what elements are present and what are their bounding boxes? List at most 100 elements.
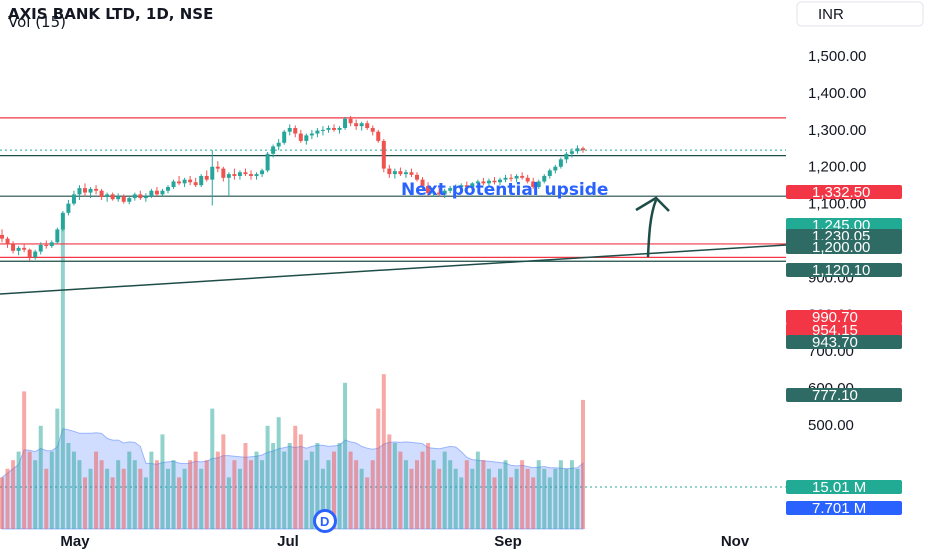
- candle-body: [448, 188, 453, 191]
- candle-body: [332, 128, 336, 130]
- candle-body: [88, 188, 93, 193]
- price-tag-bg: [786, 229, 902, 243]
- candle-body: [237, 172, 242, 176]
- candle-body: [326, 128, 331, 130]
- volume-bar: [171, 460, 176, 529]
- candle-body: [431, 192, 436, 194]
- y-tick-label: 500.00: [808, 417, 854, 434]
- volume-bar: [547, 477, 552, 529]
- candle-body: [442, 190, 447, 195]
- volume-bar: [403, 460, 408, 529]
- x-tick-label: Nov: [721, 533, 750, 550]
- candle-body: [22, 247, 27, 250]
- price-tag-label: 15.01 M: [812, 479, 866, 496]
- price-tag-label: 943.70: [812, 334, 858, 351]
- volume-bar: [249, 460, 253, 529]
- candle-body: [337, 128, 342, 130]
- volume-bar: [71, 451, 76, 529]
- candle-body: [99, 190, 104, 197]
- volume-bar: [309, 451, 314, 529]
- candle-body: [392, 171, 397, 175]
- volume-bar: [470, 468, 475, 529]
- candle-body: [60, 212, 65, 230]
- volume-bar: [453, 468, 458, 529]
- candle-body: [287, 128, 292, 132]
- price-tags: 1,332.501,245.001,230.051,200.001,120.10…: [786, 184, 902, 517]
- volume-bar: [105, 468, 110, 529]
- candle-body: [398, 171, 403, 175]
- volume-bar: [160, 434, 165, 529]
- volume-bar: [448, 460, 453, 529]
- volume-bar: [11, 460, 16, 529]
- price-tag-bg: [786, 480, 902, 494]
- volume-bar: [44, 468, 49, 529]
- candle-body: [0, 234, 4, 239]
- candle-body: [226, 174, 231, 178]
- candle-body: [204, 175, 209, 180]
- volume-bar: [459, 477, 464, 529]
- volume-bar: [243, 443, 248, 529]
- upside-annotation: Next potential upside: [401, 180, 608, 200]
- candle-body: [437, 192, 442, 195]
- price-tag-bg: [786, 218, 902, 232]
- volume-bar: [531, 477, 536, 529]
- candle-body: [475, 181, 480, 184]
- candle-body: [199, 175, 204, 186]
- volume-bar: [22, 391, 27, 529]
- volume-bar: [415, 460, 419, 529]
- candle-body: [121, 196, 126, 202]
- price-tag-label: 954.15: [812, 322, 858, 339]
- candle-body: [254, 174, 259, 176]
- candle-body: [320, 129, 325, 131]
- volume-bar: [475, 451, 480, 529]
- volume-bar: [138, 468, 143, 529]
- volume-bar: [166, 468, 170, 529]
- volume-bar: [143, 477, 148, 529]
- candle-body: [193, 182, 198, 186]
- price-tag-bg: [786, 240, 902, 254]
- volume-bar: [16, 451, 21, 529]
- volume-bar: [575, 468, 580, 529]
- candle-body: [415, 174, 419, 180]
- volume-bar: [232, 460, 237, 529]
- candle-body: [420, 179, 425, 186]
- volume-bar: [481, 460, 486, 529]
- price-tag-label: 777.10: [812, 387, 858, 404]
- candle-body: [387, 168, 392, 175]
- candle-body: [110, 194, 115, 200]
- candle-body: [249, 174, 253, 176]
- volume-bar: [564, 468, 569, 529]
- volume-bar: [210, 408, 215, 529]
- dividend-marker[interactable]: D: [313, 509, 337, 533]
- candle-body: [215, 166, 220, 169]
- volume-bar: [365, 477, 370, 529]
- volume-bar: [55, 408, 60, 529]
- volume-bar: [204, 460, 209, 529]
- candle-body: [470, 183, 475, 188]
- volume-bar: [293, 425, 298, 529]
- candle-body: [575, 148, 580, 152]
- volume-bar: [88, 468, 93, 529]
- price-tag-label: 990.70: [812, 309, 858, 326]
- volume-bar: [149, 451, 154, 529]
- candle-body: [426, 185, 431, 194]
- volume-bar: [442, 451, 447, 529]
- time-axis[interactable]: May Jul Sep Nov: [60, 533, 749, 550]
- volume-bar: [581, 399, 585, 529]
- volume-bar: [514, 468, 519, 529]
- candle-body: [171, 181, 176, 188]
- volume-bar: [282, 451, 287, 529]
- currency-button[interactable]: INR: [796, 1, 924, 27]
- candle-body: [221, 168, 226, 178]
- volume-bar: [177, 477, 182, 529]
- candle-body: [271, 146, 276, 154]
- volume-bar: [525, 468, 530, 529]
- y-tick-label: 1,500.00: [808, 48, 866, 65]
- price-tag-label: 1,200.00: [812, 239, 870, 256]
- volume-bar: [503, 460, 508, 529]
- candle-body: [370, 128, 375, 132]
- volume-bar: [431, 460, 436, 529]
- volume-legend: Vol (15): [8, 13, 66, 31]
- volume-bar: [110, 477, 115, 529]
